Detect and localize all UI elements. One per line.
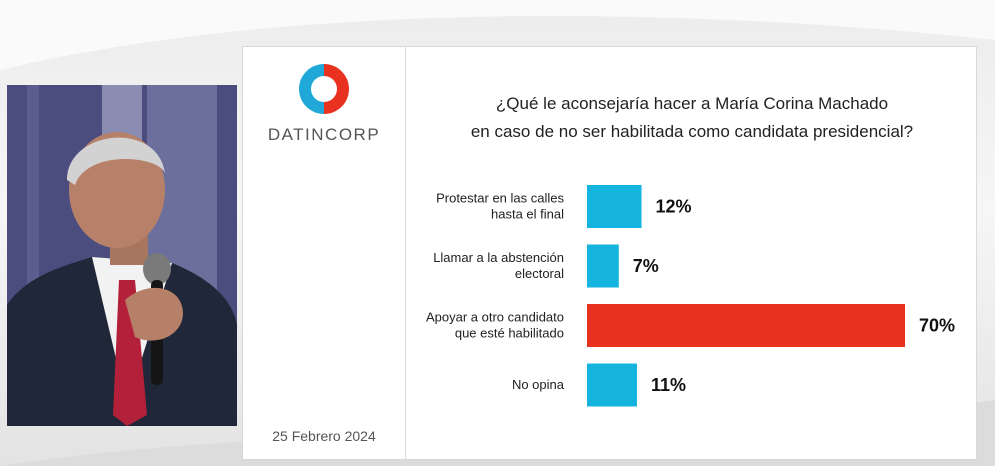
value-label-3: 11% [651, 375, 686, 395]
value-label-1: 7% [633, 256, 659, 276]
value-label-2: 70% [919, 316, 955, 336]
chart-title: ¿Qué le aconsejaría hacer a María Corina… [406, 90, 978, 146]
bar-3 [587, 363, 637, 407]
value-label-0: 12% [656, 197, 692, 217]
brand-name: DATINCORP [267, 125, 381, 144]
category-label-2-1: que esté habilitado [455, 326, 564, 341]
category-label-0-1: hasta el final [491, 207, 564, 222]
category-label-0-0: Protestar en las calles [436, 191, 564, 206]
category-label-1-1: electoral [515, 266, 564, 281]
bar-1 [587, 244, 619, 288]
bar-2 [587, 304, 905, 347]
datincorp-logo-icon [299, 64, 349, 114]
presenter-image [7, 85, 237, 426]
chart-title-line-2: en caso de no ser habilitada como candid… [470, 122, 914, 141]
presenter-video [7, 85, 237, 426]
category-label-1-0: Llamar a la abstención [433, 250, 564, 265]
panel-divider [405, 47, 406, 459]
survey-date: 25 Febrero 2024 [272, 428, 376, 444]
category-label-3-0: No opina [512, 377, 565, 392]
poll-panel: DATINCORP 25 Febrero 2024 ¿Qué le aconse… [242, 46, 977, 460]
category-label-2-0: Apoyar a otro candidato [426, 310, 564, 325]
chart-title-line-1: ¿Qué le aconsejaría hacer a María Corina… [495, 94, 889, 113]
bar-0 [587, 185, 642, 228]
